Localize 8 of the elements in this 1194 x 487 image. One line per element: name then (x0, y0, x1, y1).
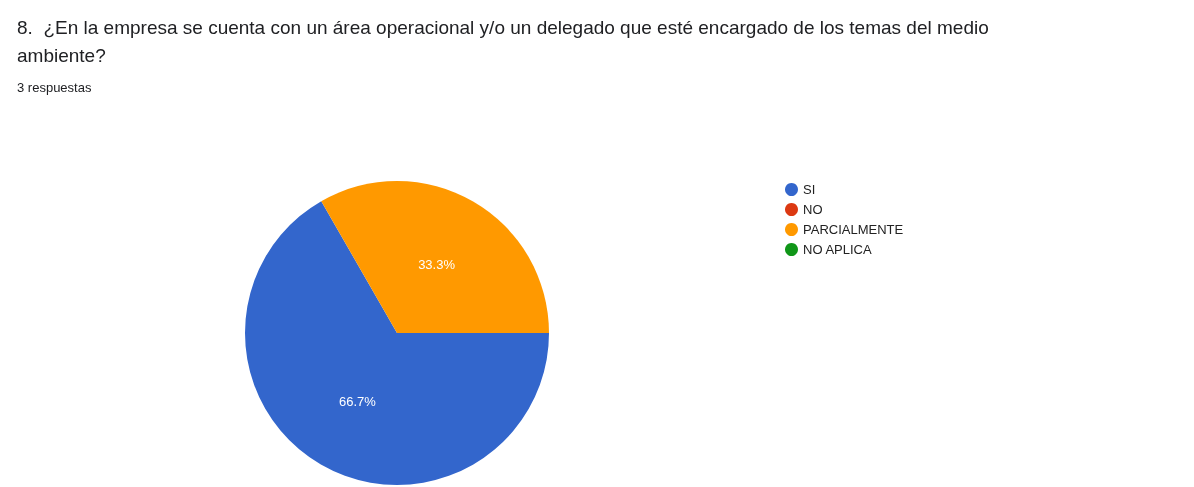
text: 3 respuestas (17, 80, 92, 95)
legend-label: PARCIALMENTE (803, 222, 904, 237)
data-label: 33.3% (418, 257, 456, 273)
legend-label: NO (803, 202, 823, 217)
legend-label: NO APLICA (803, 242, 872, 257)
legend-label: SI (803, 182, 816, 197)
chart-title: 8. ¿En la empresa se cuenta con un área operacional y/o un delegado que esté encargado de los temas del medio ambiente? (17, 16, 995, 66)
data-label: 66.7% (338, 393, 377, 409)
